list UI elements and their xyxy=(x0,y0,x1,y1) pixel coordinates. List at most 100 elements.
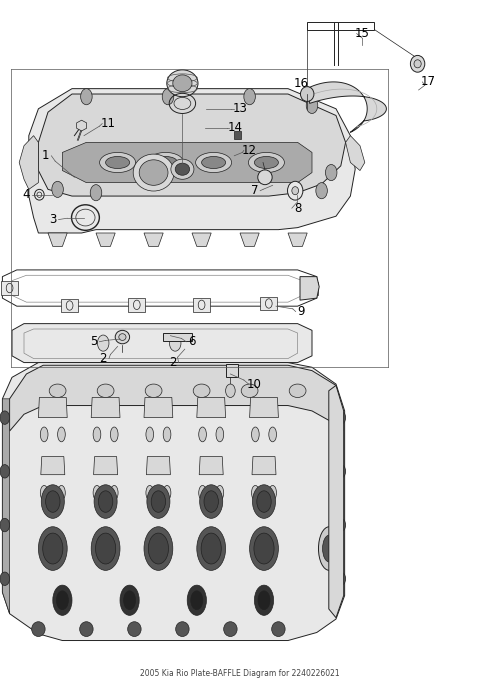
Ellipse shape xyxy=(249,152,284,173)
Ellipse shape xyxy=(176,622,189,637)
Polygon shape xyxy=(144,233,163,247)
Circle shape xyxy=(81,89,92,104)
Ellipse shape xyxy=(146,486,154,500)
Ellipse shape xyxy=(252,427,259,442)
Circle shape xyxy=(226,384,235,398)
Polygon shape xyxy=(144,398,173,417)
Circle shape xyxy=(336,572,346,585)
Text: 6: 6 xyxy=(188,335,196,348)
Polygon shape xyxy=(2,363,345,641)
Circle shape xyxy=(336,411,346,424)
Ellipse shape xyxy=(115,331,130,344)
Ellipse shape xyxy=(289,384,306,398)
Ellipse shape xyxy=(254,533,274,564)
Ellipse shape xyxy=(250,527,278,570)
Ellipse shape xyxy=(163,427,171,442)
Circle shape xyxy=(0,518,10,532)
Ellipse shape xyxy=(110,486,118,500)
Ellipse shape xyxy=(133,154,174,191)
Ellipse shape xyxy=(252,485,276,518)
Polygon shape xyxy=(61,298,78,312)
Circle shape xyxy=(0,572,10,585)
Polygon shape xyxy=(2,399,10,613)
Polygon shape xyxy=(96,233,115,247)
Ellipse shape xyxy=(254,585,274,615)
Ellipse shape xyxy=(199,427,206,442)
Ellipse shape xyxy=(98,491,113,512)
Ellipse shape xyxy=(41,485,64,518)
Polygon shape xyxy=(260,297,277,310)
Ellipse shape xyxy=(124,591,136,610)
Circle shape xyxy=(336,464,346,478)
Ellipse shape xyxy=(187,585,206,615)
Ellipse shape xyxy=(147,485,170,518)
Polygon shape xyxy=(199,456,223,475)
Ellipse shape xyxy=(196,152,232,173)
Bar xyxy=(163,333,192,341)
Ellipse shape xyxy=(100,152,136,173)
Ellipse shape xyxy=(173,75,192,92)
Text: 2: 2 xyxy=(169,356,177,369)
Ellipse shape xyxy=(110,427,118,442)
Polygon shape xyxy=(1,281,18,295)
Polygon shape xyxy=(252,456,276,475)
Polygon shape xyxy=(62,142,312,182)
Ellipse shape xyxy=(40,486,48,500)
Polygon shape xyxy=(288,233,307,247)
Polygon shape xyxy=(346,136,365,171)
Polygon shape xyxy=(38,94,346,196)
Circle shape xyxy=(90,184,102,201)
Text: 13: 13 xyxy=(233,102,247,115)
Text: 3: 3 xyxy=(49,213,57,226)
Polygon shape xyxy=(10,365,343,431)
Ellipse shape xyxy=(197,527,226,570)
Circle shape xyxy=(162,89,174,104)
Ellipse shape xyxy=(252,486,259,500)
Bar xyxy=(307,21,374,29)
Ellipse shape xyxy=(128,622,141,637)
Polygon shape xyxy=(41,456,65,475)
Polygon shape xyxy=(301,282,318,296)
Ellipse shape xyxy=(167,70,198,97)
Ellipse shape xyxy=(58,427,65,442)
Polygon shape xyxy=(250,398,278,417)
Ellipse shape xyxy=(40,427,48,442)
Ellipse shape xyxy=(300,87,314,101)
Polygon shape xyxy=(146,456,170,475)
Polygon shape xyxy=(300,277,319,300)
Polygon shape xyxy=(94,456,118,475)
Polygon shape xyxy=(193,298,210,311)
Circle shape xyxy=(336,518,346,532)
Ellipse shape xyxy=(269,427,276,442)
Circle shape xyxy=(97,335,109,351)
Polygon shape xyxy=(329,385,344,617)
Ellipse shape xyxy=(272,622,285,637)
Circle shape xyxy=(169,335,181,351)
Polygon shape xyxy=(128,298,145,311)
Polygon shape xyxy=(91,398,120,417)
Ellipse shape xyxy=(93,486,101,500)
Text: 9: 9 xyxy=(298,305,305,318)
Polygon shape xyxy=(192,233,211,247)
Ellipse shape xyxy=(319,527,340,570)
Ellipse shape xyxy=(216,427,224,442)
Text: 12: 12 xyxy=(242,144,257,157)
Polygon shape xyxy=(48,233,67,247)
Ellipse shape xyxy=(46,491,60,512)
Ellipse shape xyxy=(254,156,278,169)
Circle shape xyxy=(52,181,63,197)
Ellipse shape xyxy=(146,427,154,442)
Ellipse shape xyxy=(202,156,226,169)
Ellipse shape xyxy=(106,156,130,169)
Text: 7: 7 xyxy=(251,184,258,197)
Ellipse shape xyxy=(57,591,69,610)
Ellipse shape xyxy=(43,533,63,564)
Ellipse shape xyxy=(32,622,45,637)
Polygon shape xyxy=(38,398,67,417)
Ellipse shape xyxy=(199,486,206,500)
Polygon shape xyxy=(19,136,38,189)
Ellipse shape xyxy=(163,486,171,500)
Ellipse shape xyxy=(269,486,276,500)
Polygon shape xyxy=(197,398,226,417)
Ellipse shape xyxy=(258,591,270,610)
